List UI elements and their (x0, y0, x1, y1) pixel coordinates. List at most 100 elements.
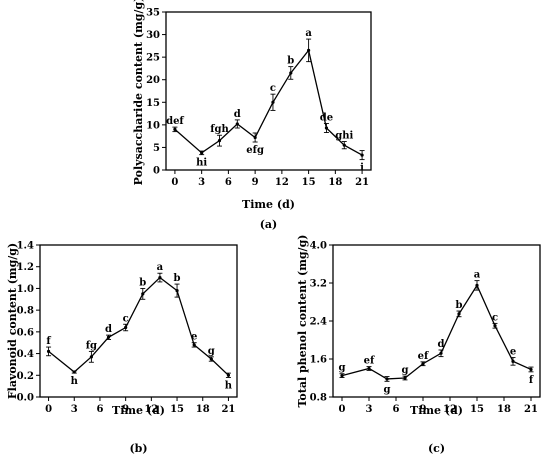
x-tick-label: 12 (443, 404, 457, 415)
significance-letter: b (456, 300, 463, 311)
significance-letter: g (384, 384, 391, 395)
significance-letter: ghi (335, 131, 353, 142)
x-tick-label: 6 (96, 404, 103, 415)
data-point (421, 362, 425, 366)
data-point (403, 376, 407, 380)
data-point (385, 377, 389, 381)
significance-letter: fgh (210, 124, 229, 135)
significance-letter: b (174, 273, 181, 284)
y-tick-label: 25 (146, 53, 160, 64)
data-point (217, 139, 222, 143)
x-tick-label: 9 (252, 177, 259, 188)
significance-letter: d (234, 109, 241, 120)
data-point (141, 292, 145, 296)
significance-letter: c (270, 83, 276, 94)
y-tick-label: 0.4 (17, 349, 34, 360)
data-point (158, 275, 162, 280)
significance-letter: h (71, 376, 79, 387)
data-point (209, 357, 213, 361)
y-tick-label: 4.0 (310, 241, 327, 252)
x-tick-label: 6 (225, 177, 232, 188)
significance-letter: de (320, 113, 333, 124)
x-axis-label: Time (d) (112, 404, 165, 417)
data-point (200, 151, 204, 155)
panel-label: (a) (260, 218, 278, 231)
data-point (529, 367, 533, 372)
significance-letter: e (510, 347, 516, 358)
plot-frame (39, 244, 238, 398)
x-tick-label: 9 (122, 404, 129, 415)
x-tick-label: 15 (470, 404, 484, 415)
significance-letter: e (191, 332, 197, 343)
y-tick-label: 1.2 (17, 262, 34, 273)
significance-letter: d (438, 339, 445, 350)
data-point (175, 289, 179, 293)
x-tick-label: 21 (355, 177, 369, 188)
data-point (253, 135, 257, 140)
x-axis-label: Time (d) (410, 404, 463, 417)
x-tick-label: 3 (198, 177, 205, 188)
data-point (324, 126, 329, 130)
data-point (226, 373, 231, 377)
x-tick-label: 12 (275, 177, 289, 188)
y-axis-label: Polysaccharide content (mg/g) (132, 0, 145, 185)
y-tick-label: 15 (146, 98, 160, 109)
series-line (48, 276, 229, 376)
y-axis-label: Total phenol content (mg/g) (296, 235, 309, 408)
data-point (124, 325, 128, 330)
data-point (342, 143, 346, 147)
y-tick-label: 35 (146, 8, 160, 19)
significance-letter: b (287, 56, 294, 67)
y-tick-label: 20 (146, 75, 160, 86)
y-tick-label: 1.4 (17, 241, 34, 252)
y-tick-label: 2.4 (310, 317, 327, 328)
plot-frame (332, 244, 541, 398)
data-point (360, 153, 364, 157)
significance-letter: ef (418, 351, 429, 362)
panel-label: (b) (129, 442, 147, 455)
y-tick-label: 0.2 (17, 371, 34, 382)
x-tick-label: 21 (221, 404, 235, 415)
data-point (89, 355, 93, 359)
x-axis-label: Time (d) (242, 198, 295, 211)
data-point (192, 343, 196, 347)
data-point (511, 359, 515, 363)
chart-panel-3: 0 3 6 9 12 15 18 210.81.62.43.24.0gefggefdbacef… (296, 235, 541, 455)
x-tick-label: 3 (71, 404, 78, 415)
y-tick-label: 1.0 (17, 284, 34, 295)
significance-letter: fg (86, 340, 97, 351)
x-tick-label: 12 (144, 404, 158, 415)
data-point (439, 351, 443, 355)
significance-letter: b (139, 277, 146, 288)
significance-letter: f (529, 375, 534, 386)
data-point (72, 370, 76, 374)
x-tick-label: 9 (420, 404, 427, 415)
data-point (46, 349, 51, 353)
significance-letter: i (360, 163, 364, 174)
x-tick-label: 18 (497, 404, 511, 415)
data-point (475, 283, 479, 287)
x-tick-label: 15 (170, 404, 184, 415)
significance-letter: c (123, 313, 129, 324)
data-point (106, 335, 111, 339)
panel-label: (c) (428, 442, 445, 455)
significance-letter: efg (246, 145, 264, 156)
y-tick-label: 0 (153, 166, 160, 177)
significance-letter: g (339, 363, 346, 374)
y-tick-label: 0.0 (17, 393, 34, 404)
significance-letter: g (208, 346, 215, 357)
plot-frame (165, 11, 372, 171)
data-point (235, 122, 239, 126)
data-point (493, 324, 497, 328)
x-tick-label: 6 (393, 404, 400, 415)
significance-letter: ef (364, 356, 375, 367)
significance-letter: a (474, 270, 481, 281)
y-tick-label: 30 (146, 30, 160, 41)
y-tick-label: 0.6 (17, 327, 34, 338)
x-tick-label: 18 (328, 177, 342, 188)
significance-letter: a (157, 262, 164, 273)
series-line (174, 48, 363, 156)
chart-panel-2: 0 3 6 9 12 15 18 21 0.0 0.2 0.4 0.6 0.8 1.0 1.2 1.4 f h fg… (6, 241, 238, 455)
